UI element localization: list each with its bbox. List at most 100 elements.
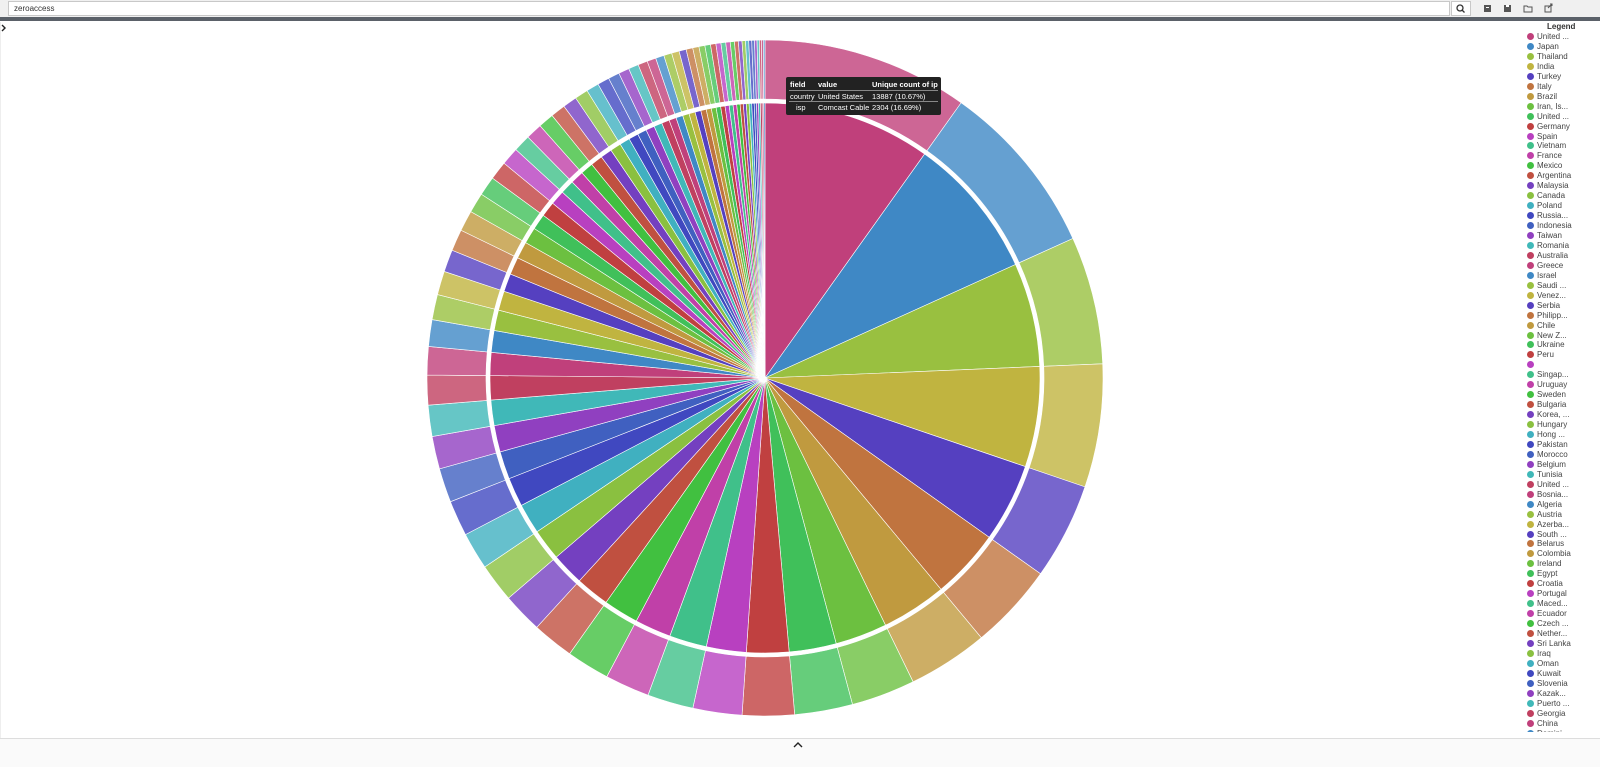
tooltip-cell: isp bbox=[796, 103, 806, 112]
legend-item[interactable]: Singap... bbox=[1524, 370, 1569, 380]
legend-swatch bbox=[1527, 470, 1534, 478]
legend-item[interactable]: Bulgaria bbox=[1524, 400, 1566, 410]
legend-item[interactable]: China bbox=[1524, 719, 1558, 729]
legend-item[interactable]: Poland bbox=[1524, 201, 1562, 211]
legend-item[interactable]: Spain bbox=[1524, 132, 1557, 142]
legend-item[interactable]: Greece bbox=[1524, 261, 1563, 271]
legend-item[interactable]: France bbox=[1524, 151, 1562, 161]
legend: Legend United ... Japan Thailand India Turke… bbox=[1524, 20, 1600, 732]
legend-item[interactable]: Indonesia bbox=[1524, 221, 1572, 231]
legend-item[interactable]: Nether... bbox=[1524, 629, 1567, 639]
legend-label: Egypt bbox=[1537, 569, 1558, 579]
legend-item[interactable]: Thailand bbox=[1524, 52, 1568, 62]
legend-item[interactable]: Iraq bbox=[1524, 649, 1551, 659]
legend-item[interactable] bbox=[1524, 360, 1537, 370]
legend-item[interactable]: South ... bbox=[1524, 530, 1567, 540]
legend-label: Ecuador bbox=[1537, 609, 1567, 619]
legend-item[interactable]: Ireland bbox=[1524, 559, 1561, 569]
legend-item[interactable]: Iran, Is... bbox=[1524, 102, 1568, 112]
legend-swatch bbox=[1527, 351, 1534, 359]
legend-item[interactable]: Romania bbox=[1524, 241, 1569, 251]
legend-item[interactable]: Belarus bbox=[1524, 539, 1564, 549]
legend-item[interactable]: Germany bbox=[1524, 122, 1570, 132]
legend-label: Singap... bbox=[1537, 370, 1569, 380]
legend-item[interactable]: Ecuador bbox=[1524, 609, 1567, 619]
legend-item[interactable]: Peru bbox=[1524, 350, 1554, 360]
legend-item[interactable]: Georgia bbox=[1524, 709, 1565, 719]
search-input[interactable]: zeroaccess bbox=[8, 1, 1450, 16]
share-button[interactable] bbox=[1544, 3, 1553, 13]
legend-item[interactable]: Korea, ... bbox=[1524, 410, 1569, 420]
legend-item[interactable]: New Z... bbox=[1524, 331, 1567, 341]
search-button[interactable] bbox=[1451, 1, 1471, 16]
legend-item[interactable]: Brazil bbox=[1524, 92, 1557, 102]
legend-label: Romania bbox=[1537, 240, 1570, 250]
legend-label: Poland bbox=[1537, 201, 1562, 211]
legend-item[interactable]: Italy bbox=[1524, 82, 1552, 92]
legend-item[interactable]: Mexico bbox=[1524, 161, 1562, 171]
legend-item[interactable]: Bosnia... bbox=[1524, 490, 1568, 500]
legend-item[interactable]: Ukraine bbox=[1524, 340, 1565, 350]
open-button[interactable] bbox=[1523, 5, 1533, 13]
legend-item[interactable]: Slovenia bbox=[1524, 679, 1568, 689]
legend-item[interactable]: Serbia bbox=[1524, 301, 1560, 311]
legend-item[interactable]: Turkey bbox=[1524, 72, 1561, 82]
legend-item[interactable]: Philipp... bbox=[1524, 311, 1568, 321]
legend-item[interactable]: Chile bbox=[1524, 321, 1555, 331]
legend-item[interactable]: Belgium bbox=[1524, 460, 1566, 470]
legend-item[interactable]: Uruguay bbox=[1524, 380, 1567, 390]
legend-swatch bbox=[1527, 192, 1534, 200]
legend-item[interactable]: United ... bbox=[1524, 480, 1569, 490]
legend-item[interactable]: Czech ... bbox=[1524, 619, 1569, 629]
legend-item[interactable]: Portugal bbox=[1524, 589, 1567, 599]
legend-item[interactable]: Sweden bbox=[1524, 390, 1566, 400]
legend-label: Australia bbox=[1537, 250, 1569, 260]
legend-item[interactable]: Domini... bbox=[1524, 729, 1569, 732]
legend-label: Bulgaria bbox=[1537, 400, 1567, 410]
legend-item[interactable]: Hungary bbox=[1524, 420, 1567, 430]
legend-label: China bbox=[1537, 718, 1558, 728]
legend-swatch bbox=[1527, 291, 1534, 299]
legend-item[interactable]: Egypt bbox=[1524, 569, 1557, 579]
expand-button[interactable] bbox=[792, 741, 804, 749]
legend-item[interactable]: Malaysia bbox=[1524, 181, 1569, 191]
legend-item[interactable]: Argentina bbox=[1524, 171, 1571, 181]
legend-label: Colombia bbox=[1537, 549, 1571, 559]
legend-item[interactable]: Austria bbox=[1524, 510, 1562, 520]
legend-item[interactable]: Kuwait bbox=[1524, 669, 1561, 679]
legend-item[interactable]: Israel bbox=[1524, 271, 1557, 281]
new-button[interactable] bbox=[1484, 5, 1491, 12]
legend-label: South ... bbox=[1537, 529, 1567, 539]
legend-item[interactable]: Puerto ... bbox=[1524, 699, 1569, 709]
legend-item[interactable]: Tunisia bbox=[1524, 470, 1563, 480]
legend-item[interactable]: Morocco bbox=[1524, 450, 1568, 460]
legend-item[interactable]: Kazak... bbox=[1524, 689, 1566, 699]
legend-item[interactable]: Algeria bbox=[1524, 500, 1562, 510]
legend-item[interactable]: Australia bbox=[1524, 251, 1568, 261]
legend-item[interactable]: Russia... bbox=[1524, 211, 1568, 221]
outer-slice bbox=[741, 655, 796, 717]
legend-item[interactable]: Maced... bbox=[1524, 599, 1568, 609]
legend-item[interactable]: United ... bbox=[1524, 112, 1569, 122]
legend-item[interactable]: Japan bbox=[1524, 42, 1559, 52]
save-button[interactable] bbox=[1504, 5, 1511, 12]
legend-item[interactable]: Pakistan bbox=[1524, 440, 1568, 450]
legend-item[interactable]: Colombia bbox=[1524, 549, 1571, 559]
legend-swatch bbox=[1527, 570, 1534, 578]
legend-swatch bbox=[1527, 311, 1534, 319]
legend-item[interactable]: India bbox=[1524, 62, 1554, 72]
legend-item[interactable]: Vietnam bbox=[1524, 141, 1566, 151]
legend-item[interactable]: United ... bbox=[1524, 32, 1569, 42]
legend-item[interactable]: Sri Lanka bbox=[1524, 639, 1571, 649]
legend-label: Taiwan bbox=[1537, 231, 1562, 240]
legend-item[interactable]: Azerba... bbox=[1524, 520, 1569, 530]
legend-item[interactable]: Saudi ... bbox=[1524, 281, 1566, 291]
legend-item[interactable]: Hong ... bbox=[1524, 430, 1565, 440]
legend-item[interactable]: Venez... bbox=[1524, 291, 1566, 301]
legend-item[interactable]: Oman bbox=[1524, 659, 1559, 669]
legend-item[interactable]: Canada bbox=[1524, 191, 1565, 201]
legend-item[interactable]: Taiwan bbox=[1524, 231, 1562, 241]
tooltip-cell: country bbox=[790, 92, 815, 101]
legend-item[interactable]: Croatia bbox=[1524, 579, 1563, 589]
side-toggle[interactable] bbox=[0, 22, 8, 738]
